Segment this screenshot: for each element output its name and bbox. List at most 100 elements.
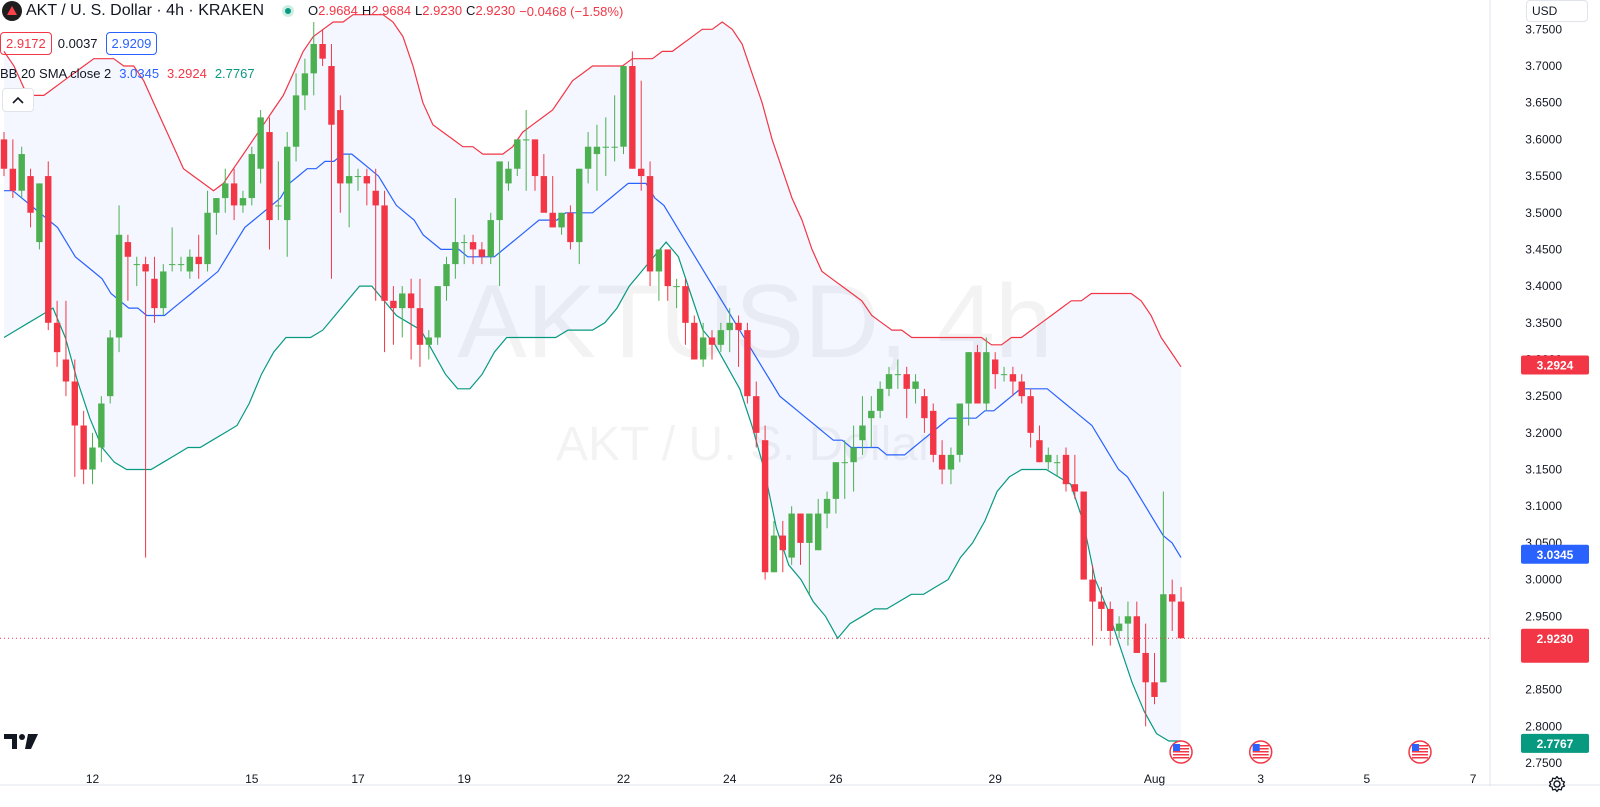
- bb-basis-badge-bg: [1521, 544, 1589, 564]
- candle: [487, 212, 494, 265]
- ohlc-value: 2.9230: [475, 3, 516, 18]
- candle-body: [62, 359, 70, 382]
- candle-body: [1036, 440, 1043, 463]
- candle-body: [938, 454, 946, 470]
- candle-body: [885, 374, 893, 389]
- candle-body: [248, 154, 255, 199]
- candle: [1133, 601, 1140, 653]
- candle-body: [965, 352, 972, 404]
- ohlc-o: O2.9684: [308, 3, 358, 18]
- candle: [1098, 586, 1105, 631]
- candle: [1000, 366, 1008, 382]
- y-tick-label: 3.1500: [1525, 463, 1562, 477]
- candle: [36, 183, 43, 250]
- candle-body: [478, 249, 486, 257]
- candle: [699, 322, 707, 367]
- x-tick-label: 12: [86, 772, 100, 786]
- candle: [434, 286, 441, 345]
- ohlc-key: O: [308, 3, 319, 18]
- candle: [469, 234, 477, 265]
- candle-body: [753, 396, 760, 433]
- candle-body: [1089, 579, 1096, 602]
- candle-body: [815, 513, 822, 551]
- candle: [222, 168, 229, 213]
- candle: [257, 110, 264, 184]
- candle: [761, 425, 769, 580]
- price-change: −0.0468 (−1.58%): [519, 3, 624, 19]
- flag-stripe: [1412, 757, 1428, 759]
- candle: [514, 139, 521, 177]
- us-flag-event-icon[interactable]: [1169, 740, 1193, 764]
- chart-settings-button[interactable]: [1545, 772, 1569, 796]
- us-flag-event-icon[interactable]: [1408, 740, 1432, 764]
- candle-body: [168, 264, 176, 266]
- candle: [345, 154, 353, 228]
- x-tick-label: 5: [1364, 772, 1371, 786]
- candle: [337, 95, 344, 213]
- indicator-name[interactable]: BB 20 SMA close 2: [0, 65, 112, 81]
- candle-body: [761, 440, 769, 573]
- candle: [239, 190, 247, 213]
- bb-lower-line: [3, 241, 1181, 742]
- flag-stripe: [1252, 748, 1269, 750]
- us-flag-event-icon[interactable]: [1248, 740, 1273, 764]
- candle-body: [89, 447, 96, 470]
- candle-body: [956, 403, 963, 455]
- buy-price-button[interactable]: 2.9209: [105, 31, 158, 55]
- candle: [275, 161, 282, 221]
- candle-body: [522, 139, 530, 141]
- candle: [691, 315, 698, 360]
- candle: [27, 168, 34, 228]
- y-tick-label: 3.2000: [1525, 426, 1562, 440]
- flag-canton: [1412, 744, 1419, 751]
- bb-upper-badge-bg: [1521, 355, 1589, 375]
- candle-body: [496, 161, 503, 221]
- candle: [18, 146, 25, 199]
- candle: [319, 29, 326, 67]
- candle: [496, 161, 503, 287]
- symbol-title[interactable]: AKT / U. S. Dollar · 4h · KRAKEN: [26, 2, 264, 19]
- candle: [89, 432, 96, 485]
- candle-body: [195, 256, 202, 265]
- candle-body: [770, 535, 778, 573]
- candle: [726, 308, 733, 353]
- symbol-legend: AKT / U. S. Dollar · 4h · KRAKEN O2.9684…: [0, 0, 627, 22]
- tradingview-logo-icon[interactable]: [4, 732, 38, 755]
- candle-body: [717, 330, 725, 345]
- currency-select[interactable]: USD: [1526, 0, 1588, 22]
- candle: [142, 256, 149, 558]
- ohlc-value: 2.9684: [371, 3, 412, 18]
- candle: [921, 388, 928, 433]
- candle: [638, 80, 645, 191]
- candle: [770, 520, 778, 573]
- collapse-legend-button[interactable]: [2, 88, 34, 112]
- candle: [407, 278, 415, 360]
- sell-price-button[interactable]: 2.9172: [0, 31, 52, 55]
- candle: [797, 513, 804, 565]
- candle-body: [266, 132, 273, 221]
- candle: [593, 124, 601, 191]
- candle: [1169, 579, 1176, 631]
- flag-stripe: [1173, 745, 1190, 747]
- candle-body: [531, 139, 539, 177]
- x-tick-label: 24: [723, 772, 737, 786]
- candle-body: [691, 322, 698, 360]
- candle: [992, 352, 999, 389]
- akash-logo-icon: [2, 1, 22, 21]
- bb-indicator-legend[interactable]: BB 20 SMA close 2 3.0345 3.2924 2.7767: [0, 64, 263, 82]
- candle-body: [1071, 484, 1079, 492]
- candle: [452, 198, 459, 279]
- candle-body: [735, 322, 742, 331]
- candle-body: [416, 308, 424, 345]
- y-tick-label: 3.0000: [1525, 573, 1562, 587]
- candle-body: [284, 146, 291, 221]
- market-status-icon[interactable]: [282, 5, 294, 17]
- candle-body: [1115, 623, 1123, 631]
- candle: [416, 278, 424, 367]
- y-tick-label: 3.5000: [1525, 206, 1562, 220]
- candle-body: [699, 337, 707, 360]
- candle-body: [850, 447, 857, 463]
- candle-body: [744, 330, 751, 397]
